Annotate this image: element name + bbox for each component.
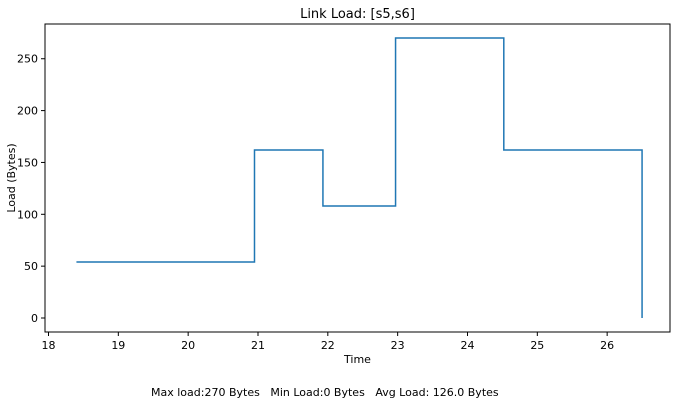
max-load-text: Max load:270 Bytes	[151, 386, 260, 399]
x-tick-label: 20	[181, 339, 195, 352]
y-tick-label: 50	[24, 260, 38, 273]
x-tick-label: 22	[321, 339, 335, 352]
avg-load-text: Avg Load: 126.0 Bytes	[375, 386, 499, 399]
plot-frame	[44, 23, 671, 333]
x-tick-label: 23	[391, 339, 405, 352]
y-axis-title: Load (Bytes)	[5, 143, 18, 212]
x-tick-label: 24	[460, 339, 474, 352]
min-load-text: Min Load:0 Bytes	[270, 386, 365, 399]
chart-title: Link Load: [s5,s6]	[300, 7, 415, 22]
y-tick-label: 150	[17, 156, 38, 169]
x-tick-label: 19	[111, 339, 125, 352]
y-tick-label: 100	[17, 208, 38, 221]
x-tick-label: 21	[251, 339, 265, 352]
load-summary: Max load:270 Bytes Min Load:0 Bytes Avg …	[151, 386, 499, 399]
x-tick-label: 26	[600, 339, 614, 352]
x-tick-label: 25	[530, 339, 544, 352]
y-tick-label: 200	[17, 105, 38, 118]
series-line-0	[76, 37, 643, 318]
plot-area: 18 19 20 21 22 23 24 25 26 0 50 100 150 200 250	[17, 23, 671, 352]
x-axis-title: Time	[343, 353, 371, 366]
x-tick-label: 18	[41, 339, 55, 352]
y-tick-label: 0	[31, 312, 38, 325]
y-tick-label: 250	[17, 53, 38, 66]
